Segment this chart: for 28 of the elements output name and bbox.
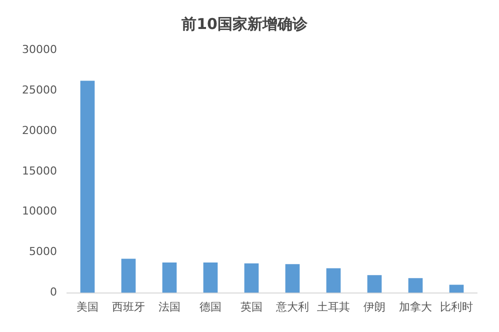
x-tick-label: 英国 [240, 300, 262, 314]
bar [326, 268, 341, 293]
y-tick-label: 25000 [22, 83, 57, 96]
bar [121, 258, 136, 293]
y-tick-label: 15000 [22, 164, 57, 178]
bar [244, 263, 259, 293]
bar [408, 278, 423, 293]
x-tick-label: 西班牙 [112, 300, 145, 314]
x-tick-label: 加拿大 [399, 300, 432, 314]
y-tick-label: 30000 [22, 42, 57, 56]
x-tick-label: 伊朗 [364, 300, 386, 314]
bar [367, 275, 382, 293]
x-tick-label: 意大利 [274, 300, 309, 314]
x-tick-label: 比利时 [440, 300, 473, 314]
y-tick-label: 5000 [28, 245, 57, 258]
x-tick-label: 土耳其 [316, 300, 350, 314]
bar [80, 80, 95, 293]
x-tick-label: 法国 [158, 300, 180, 314]
bar [203, 262, 218, 293]
x-tick-label: 美国 [76, 300, 98, 314]
chart-title: 前10国家新增确诊 [180, 14, 308, 33]
y-tick-label: 10000 [22, 204, 57, 218]
x-tick-label: 德国 [199, 300, 222, 314]
bar [162, 262, 177, 293]
y-tick-label: 20000 [22, 124, 57, 137]
bar [285, 264, 300, 293]
y-tick-label: 0 [50, 286, 57, 299]
bar [449, 284, 464, 293]
